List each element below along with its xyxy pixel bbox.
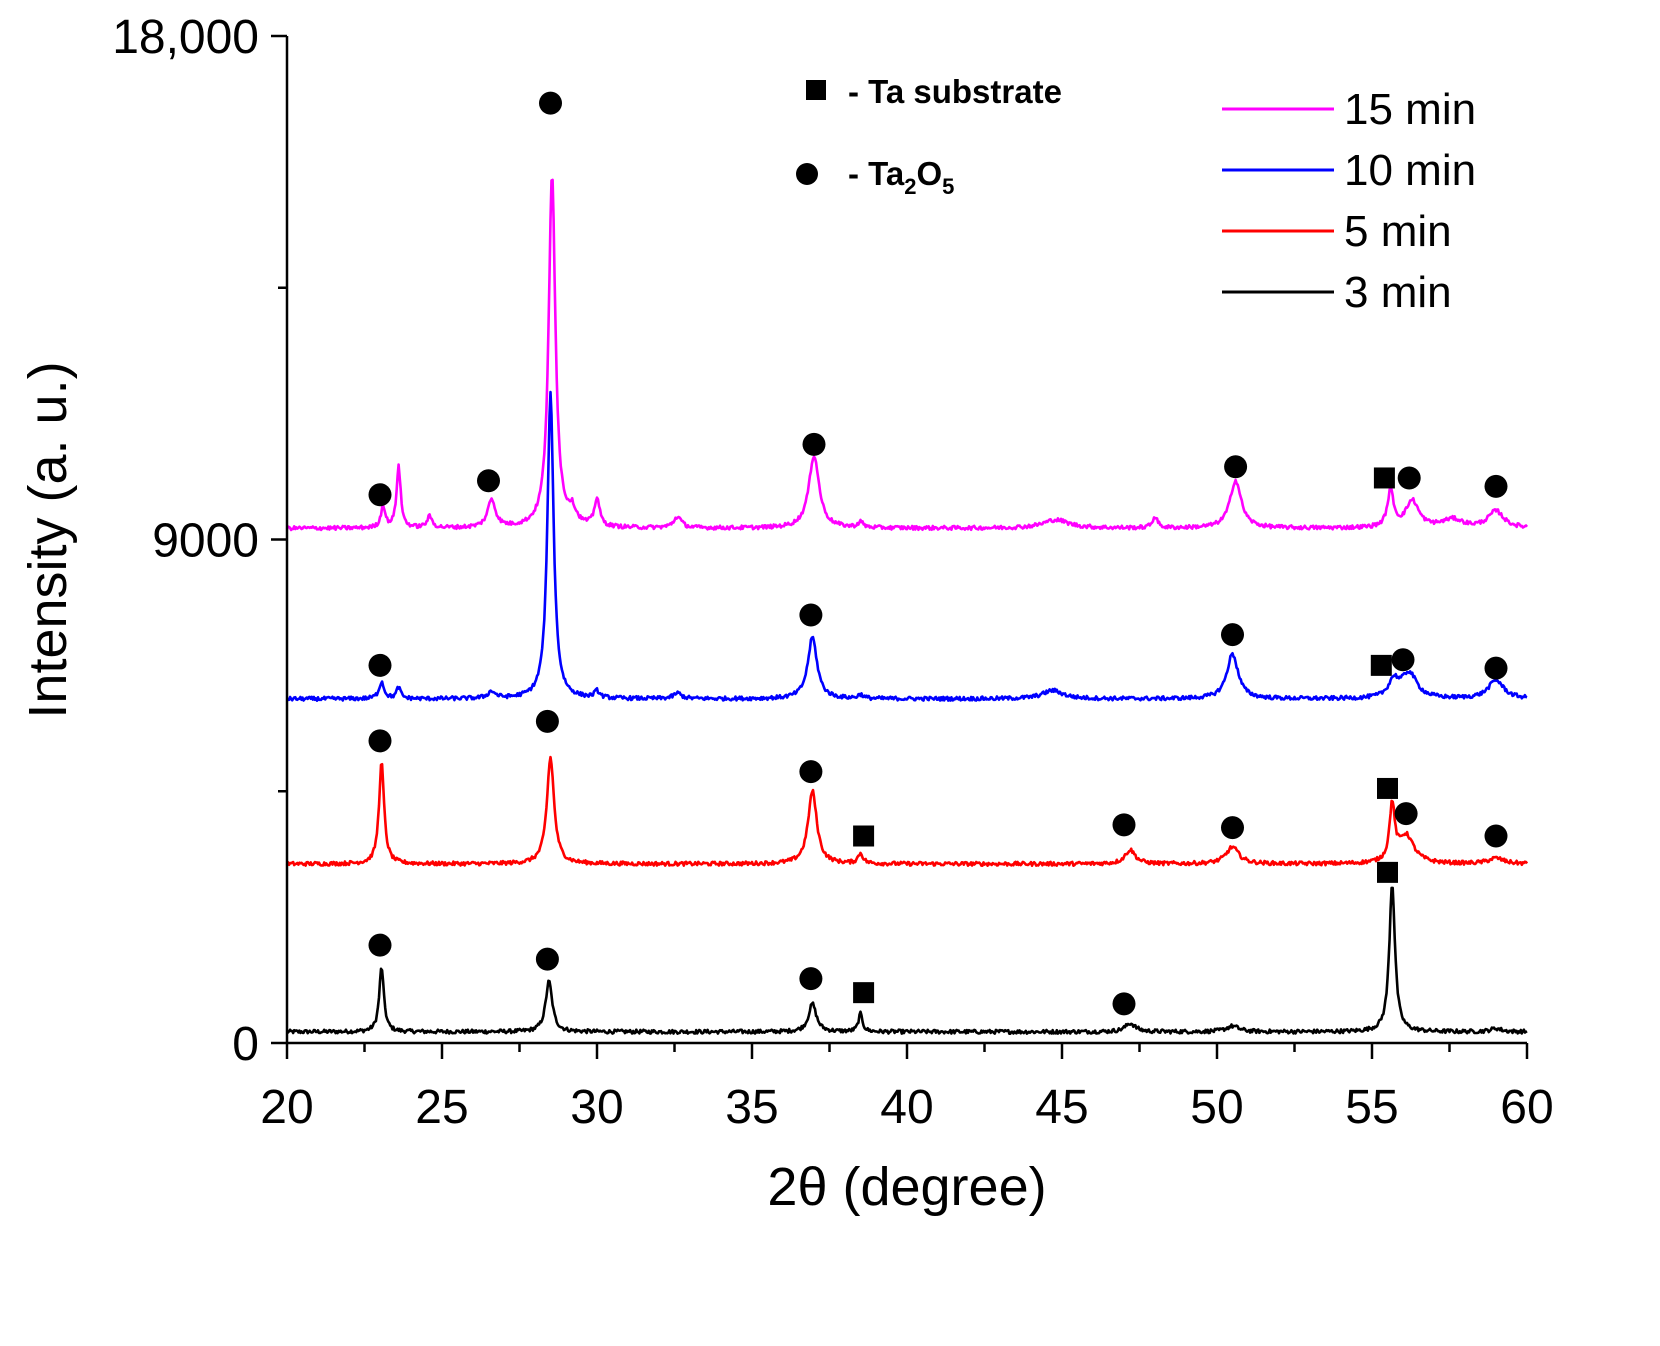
legend-label: 15 min [1344, 85, 1476, 134]
legend-label: 3 min [1344, 268, 1452, 317]
ta2o5-peak-marker [1394, 802, 1418, 826]
ta-substrate-peak-marker [1377, 777, 1398, 799]
x-tick-label: 45 [1035, 1081, 1088, 1134]
ta-substrate-peak-marker [853, 982, 875, 1004]
ta2o5-peak-marker [1112, 992, 1136, 1016]
series-line-10-min [286, 390, 1528, 703]
x-tick-label: 60 [1500, 1081, 1553, 1134]
ta2o5-peak-marker [368, 933, 392, 957]
ta2o5-legend-sub1: 2 [904, 174, 916, 199]
ta2o5-legend-circle [796, 163, 818, 185]
x-axis-title: 2θ (degree) [767, 1157, 1046, 1217]
ta2o5-peak-marker [539, 91, 562, 115]
ta2o5-peak-marker [1397, 466, 1421, 490]
ta2o5-peak-marker [1221, 816, 1244, 840]
ta2o5-peak-marker [799, 760, 823, 784]
ta-substrate-peak-marker [1370, 654, 1392, 676]
ta2o5-legend-prefix: - Ta [848, 155, 905, 192]
ta2o5-peak-marker [368, 729, 392, 753]
ta2o5-legend-sub2: 5 [942, 174, 954, 199]
series-line-15-min [285, 178, 1529, 532]
y-axis-title: Intensity (a. u.) [18, 361, 78, 718]
x-tick-label: 30 [570, 1081, 623, 1134]
x-tick-label: 20 [260, 1081, 313, 1134]
ta2o5-peak-marker [368, 483, 392, 507]
ta-substrate-peak-marker [1373, 467, 1395, 489]
ta2o5-peak-marker [1484, 656, 1508, 680]
ta-substrate-legend-square [806, 80, 826, 100]
y-tick-label: 9000 [152, 515, 259, 568]
ta2o5-peak-marker [535, 947, 559, 971]
legend-label: 5 min [1344, 207, 1452, 256]
ta2o5-peak-marker [1391, 648, 1415, 672]
ta2o5-peak-marker [799, 603, 823, 627]
x-tick-label: 55 [1345, 1081, 1398, 1134]
ta2o5-legend-label: - Ta2O5 [848, 155, 954, 199]
ta2o5-peak-marker [1484, 824, 1508, 848]
x-tick-label: 40 [880, 1081, 933, 1134]
x-tick-label: 25 [415, 1081, 468, 1134]
ta-substrate-peak-marker [853, 825, 875, 847]
ta2o5-legend-mid: O [916, 155, 942, 192]
y-tick-label: 18,000 [112, 11, 259, 64]
legend-label: 10 min [1344, 146, 1476, 195]
ta2o5-peak-marker [368, 653, 392, 677]
ta2o5-peak-marker [477, 469, 500, 493]
ta2o5-peak-marker [535, 709, 559, 733]
series-legend: 15 min 10 min 5 min 3 min [1222, 85, 1476, 317]
ta2o5-peak-marker [1221, 623, 1244, 647]
series-line-5-min [285, 755, 1529, 868]
ta-substrate-legend-label: - Ta substrate [848, 73, 1062, 110]
x-tick-label: 50 [1190, 1081, 1243, 1134]
plot-area [285, 91, 1529, 1035]
ta2o5-peak-marker [802, 432, 826, 456]
x-tick-label: 35 [725, 1081, 778, 1134]
series-line-3-min [285, 886, 1528, 1035]
marker-legend: - Ta substrate - Ta2O5 [796, 73, 1062, 199]
ta2o5-peak-marker [1224, 455, 1248, 479]
ta-substrate-peak-marker [1377, 861, 1398, 883]
ta2o5-peak-marker [1484, 474, 1508, 498]
ta2o5-peak-marker [1112, 813, 1136, 837]
y-tick-label: 0 [232, 1018, 259, 1071]
ta2o5-peak-marker [799, 967, 823, 991]
